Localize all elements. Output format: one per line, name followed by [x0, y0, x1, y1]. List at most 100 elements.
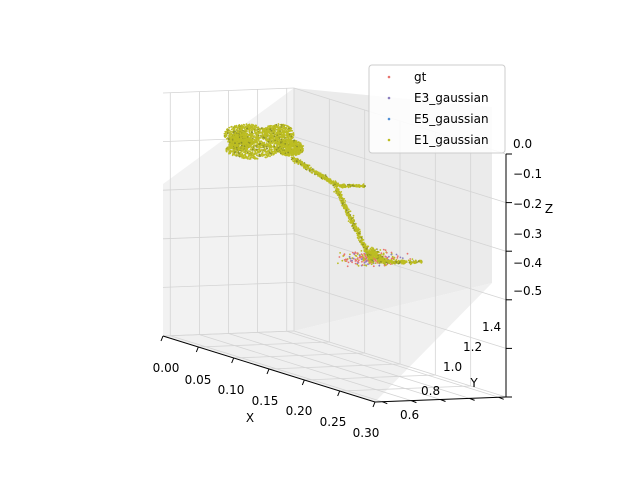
- cloud-point: [248, 124, 251, 126]
- cloud-point: [247, 136, 250, 139]
- grid-line: [293, 184, 507, 252]
- floor-point: [361, 264, 364, 266]
- cloud-point: [289, 148, 292, 151]
- stem-point: [333, 186, 336, 189]
- stem-point: [368, 250, 371, 253]
- cloud-point: [266, 155, 269, 158]
- cloud-point: [295, 151, 298, 154]
- stem-point: [339, 199, 342, 202]
- stem-point: [358, 236, 361, 239]
- floor-point: [343, 253, 346, 256]
- stem-point: [379, 259, 382, 262]
- floor-point: [382, 248, 385, 251]
- cloud-point: [245, 137, 248, 140]
- stem-point: [326, 176, 329, 179]
- stem-point: [363, 250, 366, 252]
- cloud-point: [255, 148, 258, 151]
- cloud-point: [280, 146, 282, 149]
- grid-line: [162, 330, 295, 337]
- stem-point: [340, 193, 343, 196]
- floor-point: [374, 259, 377, 261]
- x-tick-labels: 0.00 0.05 0.10 0.15 0.20 0.25 0.30: [153, 361, 380, 440]
- floor-point: [358, 254, 361, 257]
- stem-point: [337, 191, 339, 194]
- cloud-point: [301, 146, 303, 149]
- cloud-point: [236, 130, 239, 133]
- cloud-point: [256, 157, 259, 160]
- cloud-point: [260, 152, 263, 155]
- y-tick-label: 1.0: [443, 360, 462, 374]
- stem-point: [347, 220, 350, 223]
- floor-point: [370, 263, 373, 266]
- cloud-point: [258, 143, 261, 146]
- cloud-point: [298, 153, 301, 155]
- floor-point: [363, 257, 365, 260]
- cloud-point: [233, 129, 236, 131]
- stem-point: [333, 190, 335, 193]
- cloud-point: [284, 146, 287, 149]
- cloud-point: [226, 138, 228, 140]
- cloud-point: [255, 157, 257, 160]
- floor-point: [357, 260, 359, 263]
- stem-point: [354, 184, 357, 187]
- y-axis-label: Y: [469, 376, 478, 390]
- floor-point: [390, 253, 393, 256]
- stem-point: [364, 244, 366, 247]
- cloud-point: [228, 151, 231, 154]
- stem-point: [373, 254, 376, 257]
- cloud-point: [242, 131, 245, 134]
- cloud-point: [284, 149, 287, 151]
- cloud-point: [285, 124, 288, 127]
- cloud-point: [235, 154, 237, 157]
- cloud-point: [286, 142, 289, 145]
- x-tick-label: 0.00: [153, 361, 180, 375]
- cloud-point: [270, 129, 273, 132]
- stem-point: [380, 253, 382, 256]
- cloud-point: [287, 125, 290, 128]
- cloud-point: [238, 152, 240, 155]
- cloud-point: [274, 125, 277, 128]
- cloud-point: [256, 145, 259, 148]
- stem-point: [347, 210, 350, 213]
- cloud-point: [244, 151, 247, 154]
- stem-point: [363, 185, 366, 188]
- cloud-point: [240, 155, 242, 157]
- cloud-point: [287, 146, 290, 149]
- cloud-point: [259, 155, 261, 158]
- stem-point: [356, 232, 359, 235]
- stem-point: [366, 254, 369, 256]
- cloud-point: [283, 144, 285, 147]
- cloud-point: [233, 138, 236, 141]
- cloud-point: [253, 138, 256, 141]
- grid-line: [162, 282, 295, 288]
- stem-point: [371, 259, 374, 262]
- stem-point: [329, 179, 332, 182]
- stem-point: [303, 164, 306, 167]
- x-tick-mark: [301, 379, 305, 386]
- cloud-point: [232, 143, 234, 145]
- cloud-point: [246, 149, 248, 152]
- floor-point: [351, 257, 354, 259]
- z-tick-label: −0.2: [513, 197, 542, 211]
- cloud-point: [258, 130, 261, 133]
- grid-line: [293, 233, 507, 301]
- y-tick-label: 0.8: [421, 384, 440, 398]
- cloud-point: [302, 145, 305, 147]
- stem-point: [361, 239, 364, 242]
- stem-point: [382, 257, 385, 260]
- cloud-point: [255, 152, 257, 155]
- cloud-point: [269, 155, 271, 158]
- floor-point: [349, 253, 351, 256]
- floor-point: [364, 260, 366, 262]
- stem-point: [358, 239, 360, 242]
- cloud-point: [239, 126, 242, 128]
- stem-point: [401, 261, 404, 264]
- z-axis-label: Z: [545, 202, 553, 216]
- cloud-point: [244, 134, 247, 137]
- cloud-point: [240, 141, 243, 144]
- stem-point: [358, 232, 360, 235]
- cloud-point: [284, 154, 287, 157]
- stem-point: [318, 172, 321, 175]
- legend-label: E1_gaussian: [414, 133, 489, 147]
- floor-point: [351, 261, 353, 264]
